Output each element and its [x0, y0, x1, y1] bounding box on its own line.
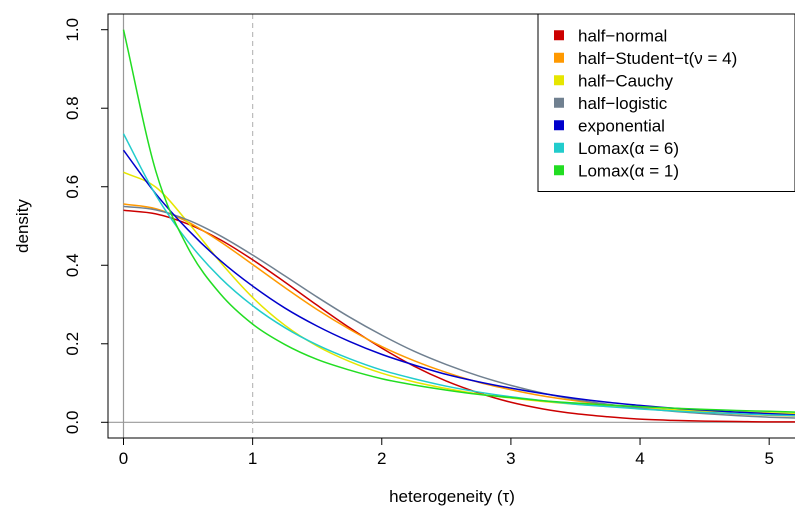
series-line-3 — [123, 205, 795, 419]
y-tick-label: 0.2 — [63, 332, 82, 356]
legend-swatch — [554, 30, 564, 41]
y-tick-label: 0.4 — [63, 253, 82, 277]
legend: half−normal half−Student−t(ν = 4) half−Cau… — [537, 13, 795, 192]
series-line-0 — [123, 209, 795, 423]
x-tick-label: 0 — [119, 449, 128, 468]
series-line-6 — [122, 29, 795, 413]
y-tick-label: 0.6 — [63, 175, 82, 199]
x-tick-label: 4 — [635, 449, 644, 468]
x-tick-label: 1 — [248, 449, 257, 468]
legend-label: half−Cauchy — [578, 71, 673, 90]
legend-swatch — [554, 52, 564, 63]
series-line-2 — [123, 171, 795, 415]
y-tick-label: 0.8 — [63, 96, 82, 120]
legend-swatch — [554, 75, 564, 86]
x-tick-label: 3 — [506, 449, 515, 468]
series-lines — [122, 29, 795, 423]
legend-box — [537, 13, 795, 192]
series-line-1 — [123, 203, 795, 417]
legend-label: Lomax(α = 1) — [578, 161, 679, 180]
x-axis-title: heterogeneity (τ) — [389, 487, 515, 506]
legend-swatch — [554, 142, 564, 153]
x-tick-label: 5 — [764, 449, 773, 468]
y-tick-label: 0.0 — [63, 410, 82, 434]
legend-label: Lomax(α = 6) — [578, 139, 679, 158]
legend-label: exponential — [578, 116, 665, 135]
x-axis: 0 1 2 3 4 5 — [119, 437, 774, 468]
legend-label: half−logistic — [578, 94, 668, 113]
legend-swatch — [554, 97, 564, 108]
y-axis-title: density — [13, 199, 32, 253]
y-axis: 0.0 0.2 0.4 0.6 0.8 1.0 — [63, 18, 109, 434]
reference-lines — [108, 14, 795, 438]
x-tick-label: 2 — [377, 449, 386, 468]
y-tick-label: 1.0 — [63, 18, 82, 42]
series-line-5 — [122, 133, 795, 417]
legend-swatch — [554, 165, 564, 176]
legend-swatch — [554, 120, 564, 131]
legend-label: half−Student−t(ν = 4) — [578, 49, 737, 68]
legend-label: half−normal — [578, 26, 667, 45]
